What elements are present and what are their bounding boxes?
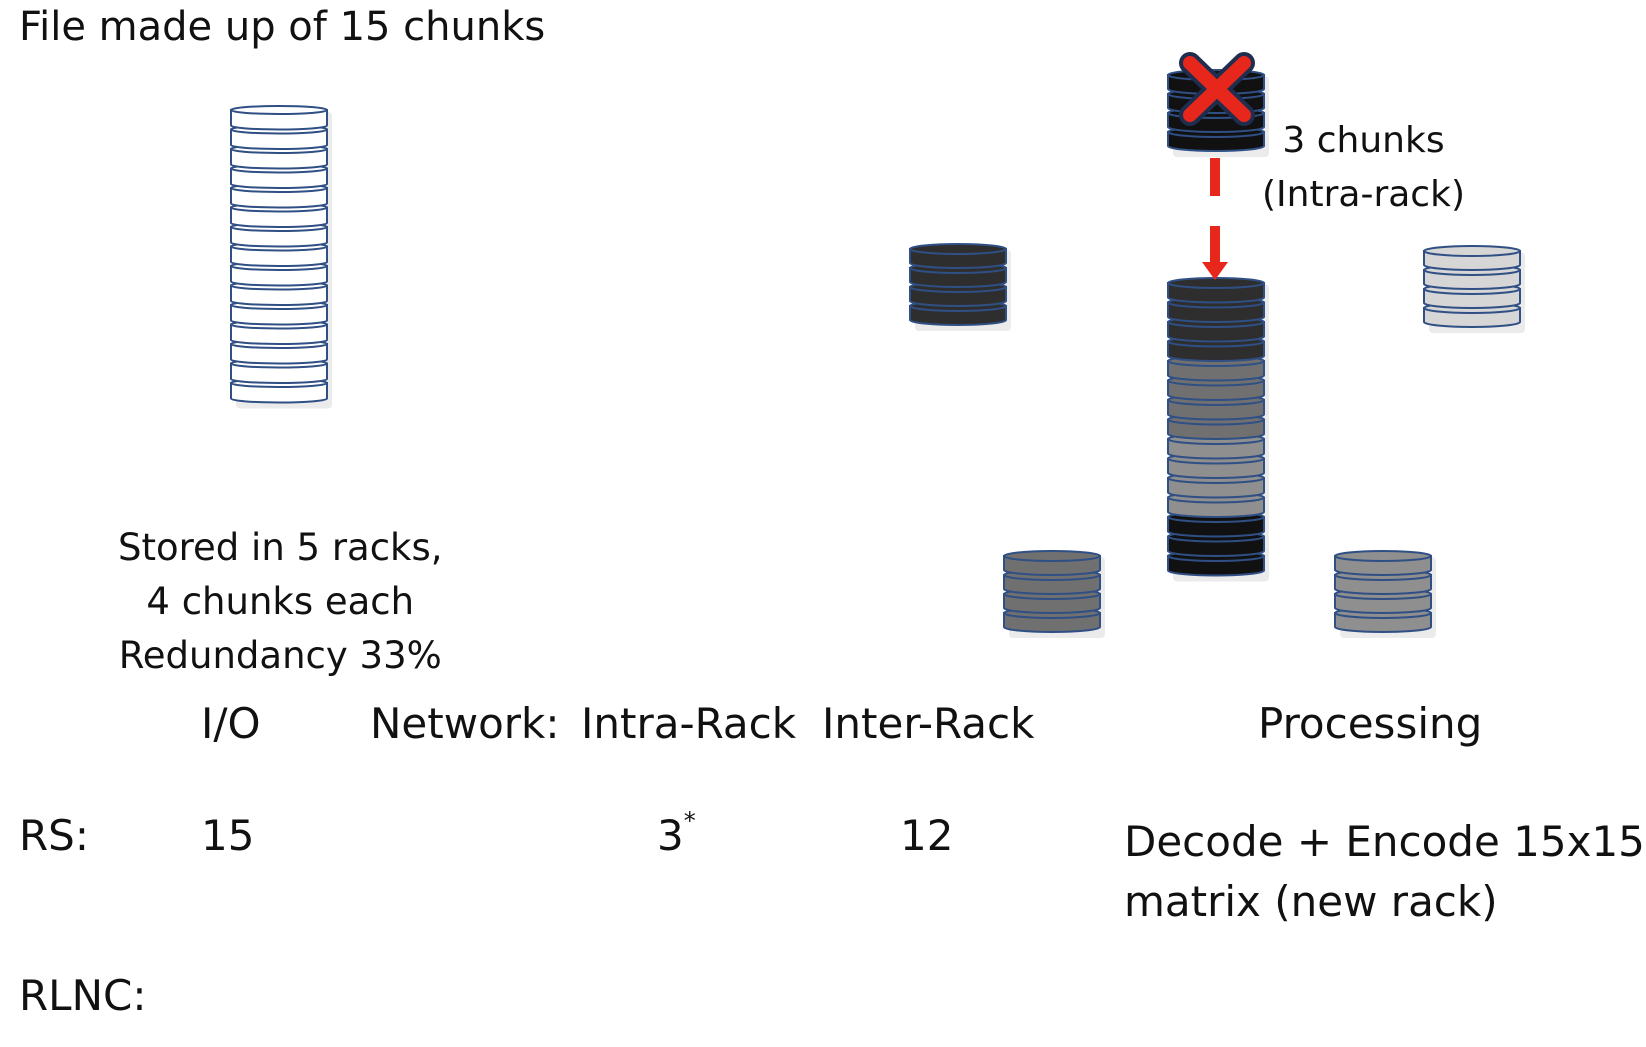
chunk-disc-top: [230, 105, 328, 115]
header-io: I/O: [201, 699, 261, 748]
header-processing: Processing: [1258, 699, 1483, 748]
red-x-icon: [1179, 52, 1255, 126]
chunk-disc: [230, 148, 328, 170]
chunk-disc: [230, 265, 328, 287]
rs-io-value: 15: [201, 811, 255, 860]
chunk-disc: [230, 245, 328, 267]
rack-stack-light-gray: [1423, 245, 1525, 333]
chunk-disc: [230, 167, 328, 189]
rs-processing-line-1: Decode + Encode 15x15: [1124, 817, 1645, 866]
chunk-disc: [230, 128, 328, 150]
page-title: File made up of 15 chunks: [19, 4, 546, 50]
chunk-disc-top: [909, 243, 1007, 255]
failure-note-line-1: 3 chunks: [1282, 120, 1445, 161]
rack-stack-gray: [1003, 550, 1105, 638]
chunk-disc: [230, 206, 328, 228]
chunk-disc: [230, 323, 328, 345]
rs-row-label: RS:: [19, 811, 89, 860]
failure-note-line-2: (Intra-rack): [1262, 174, 1465, 215]
storage-note-line-2: 4 chunks each: [146, 580, 415, 623]
rs-intra-rack-footnote-mark: *: [683, 807, 696, 835]
rs-intra-rack-value: 3*: [657, 807, 696, 860]
chunk-disc: [230, 304, 328, 326]
chunk-disc: [230, 382, 328, 404]
chunk-disc: [230, 109, 328, 131]
storage-note-line-1: Stored in 5 racks,: [118, 526, 443, 569]
rack-stack-mid-gray: [1334, 550, 1436, 638]
chunk-disc: [230, 362, 328, 384]
storage-note: Stored in 5 racks, 4 chunks each Redunda…: [118, 521, 443, 683]
rs-processing-value: Decode + Encode 15x15 matrix (new rack): [1124, 812, 1645, 932]
chunk-disc-top: [1167, 277, 1265, 289]
chunk-disc: [230, 226, 328, 248]
chunk-disc: [230, 187, 328, 209]
header-inter-rack: Inter-Rack: [822, 699, 1035, 748]
chunk-disc-top: [1003, 550, 1101, 562]
chunk-disc: [230, 343, 328, 365]
rlnc-row-label: RLNC:: [19, 971, 147, 1020]
rack-stack-dark: [909, 243, 1011, 331]
rs-inter-rack-value: 12: [900, 811, 954, 860]
rs-intra-rack-number: 3: [657, 811, 684, 860]
rs-processing-line-2: matrix (new rack): [1124, 877, 1498, 926]
chunk-disc-top: [1334, 550, 1432, 562]
new-rack-stack: [1167, 277, 1269, 582]
storage-note-line-3: Redundancy 33%: [118, 634, 442, 677]
header-network: Network:: [370, 699, 560, 748]
chunk-disc: [230, 284, 328, 306]
failure-note: 3 chunks (Intra-rack): [1262, 114, 1465, 222]
chunk-disc-top: [1423, 245, 1521, 257]
header-intra-rack: Intra-Rack: [581, 699, 797, 748]
red-dashed-arrow-icon: [1202, 158, 1228, 280]
file-chunk-stack: [230, 105, 332, 409]
